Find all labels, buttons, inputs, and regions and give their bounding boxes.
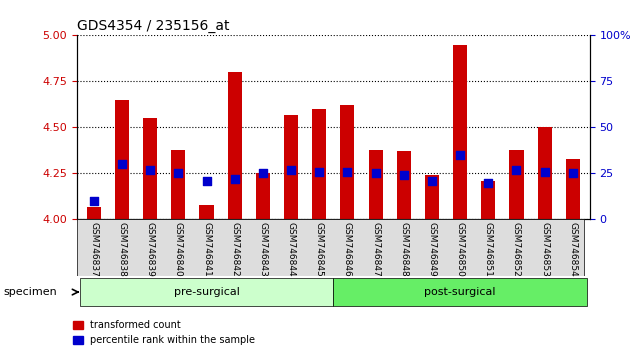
Bar — [115, 100, 129, 219]
Text: GSM746845: GSM746845 — [315, 222, 324, 277]
Text: GSM746846: GSM746846 — [343, 222, 352, 277]
Point — [512, 167, 522, 173]
Point — [286, 167, 296, 173]
Text: GSM746848: GSM746848 — [399, 222, 408, 277]
Text: GSM746850: GSM746850 — [456, 222, 465, 277]
Text: GSM746837: GSM746837 — [89, 222, 98, 277]
Text: pre-surgical: pre-surgical — [174, 287, 240, 297]
Bar — [228, 72, 242, 219]
Point — [342, 169, 353, 175]
Text: GSM746844: GSM746844 — [287, 222, 296, 277]
Text: GSM746854: GSM746854 — [569, 222, 578, 277]
FancyBboxPatch shape — [333, 278, 587, 306]
Text: GSM746849: GSM746849 — [428, 222, 437, 277]
Point — [568, 171, 578, 176]
Text: GSM746839: GSM746839 — [146, 222, 154, 277]
Point — [483, 180, 494, 185]
Point — [399, 172, 409, 178]
Text: GSM746841: GSM746841 — [202, 222, 211, 277]
Point — [314, 169, 324, 175]
Bar — [143, 118, 157, 219]
Point — [455, 152, 465, 158]
Point — [117, 161, 127, 167]
Text: GSM746842: GSM746842 — [230, 222, 239, 277]
Bar — [481, 181, 495, 219]
Text: post-surgical: post-surgical — [424, 287, 496, 297]
Bar — [566, 159, 580, 219]
Text: GSM746847: GSM746847 — [371, 222, 380, 277]
Bar — [312, 109, 326, 219]
Point — [173, 171, 183, 176]
Bar — [256, 173, 270, 219]
Point — [540, 169, 550, 175]
Bar — [284, 115, 298, 219]
FancyBboxPatch shape — [79, 278, 333, 306]
FancyBboxPatch shape — [77, 219, 584, 276]
Text: GSM746853: GSM746853 — [540, 222, 549, 277]
Point — [229, 176, 240, 182]
Bar — [340, 105, 354, 219]
Text: GSM746843: GSM746843 — [258, 222, 267, 277]
Point — [201, 178, 212, 184]
Bar — [510, 149, 524, 219]
Bar — [87, 207, 101, 219]
Point — [258, 171, 268, 176]
Bar — [538, 127, 552, 219]
Point — [370, 171, 381, 176]
Bar — [199, 205, 213, 219]
Point — [145, 167, 155, 173]
Text: GSM746852: GSM746852 — [512, 222, 521, 277]
Text: GSM746840: GSM746840 — [174, 222, 183, 277]
Bar — [397, 152, 411, 219]
Text: GDS4354 / 235156_at: GDS4354 / 235156_at — [77, 19, 229, 33]
Text: specimen: specimen — [3, 287, 57, 297]
Text: GSM746851: GSM746851 — [484, 222, 493, 277]
Text: GSM746838: GSM746838 — [117, 222, 126, 277]
Bar — [425, 175, 439, 219]
Point — [427, 178, 437, 184]
Bar — [453, 45, 467, 219]
Bar — [171, 149, 185, 219]
Point — [88, 198, 99, 204]
Legend: transformed count, percentile rank within the sample: transformed count, percentile rank withi… — [69, 316, 259, 349]
Bar — [369, 149, 383, 219]
